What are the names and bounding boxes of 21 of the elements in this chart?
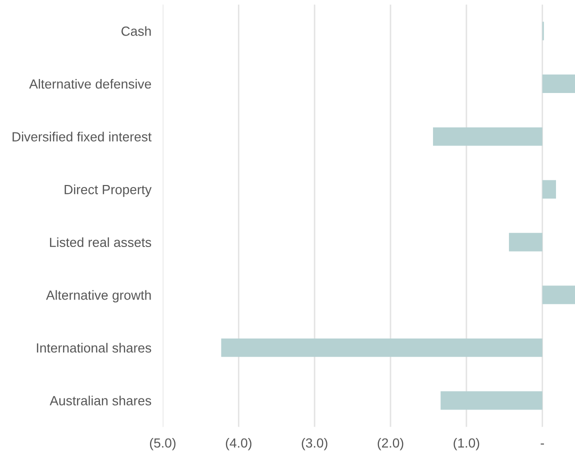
bar: [542, 74, 575, 94]
x-tick-label: (4.0): [226, 438, 252, 450]
y-tick-label: Direct Property: [64, 184, 152, 197]
y-tick-label: Alternative growth: [46, 290, 151, 302]
y-tick-label: Listed real assets: [50, 237, 152, 248]
y-tick-label: Diversified fixed interest: [12, 132, 152, 142]
y-tick-label: Cash: [121, 26, 151, 36]
x-tick-label: (1.0): [454, 438, 480, 450]
bar: [440, 391, 542, 410]
bar: [542, 286, 575, 304]
y-tick-label: International shares: [36, 342, 152, 353]
x-tick-label: (5.0): [150, 438, 176, 450]
x-tick-label: (2.0): [378, 438, 404, 450]
bar: [508, 232, 542, 252]
x-tick-label: (3.0): [302, 438, 328, 450]
bar: [542, 180, 556, 199]
x-tick-label: -: [540, 444, 544, 445]
bar: [221, 338, 542, 357]
y-tick-label: Australian shares: [50, 396, 152, 406]
bar: [433, 127, 542, 146]
y-tick-label: Alternative defensive: [29, 78, 152, 89]
